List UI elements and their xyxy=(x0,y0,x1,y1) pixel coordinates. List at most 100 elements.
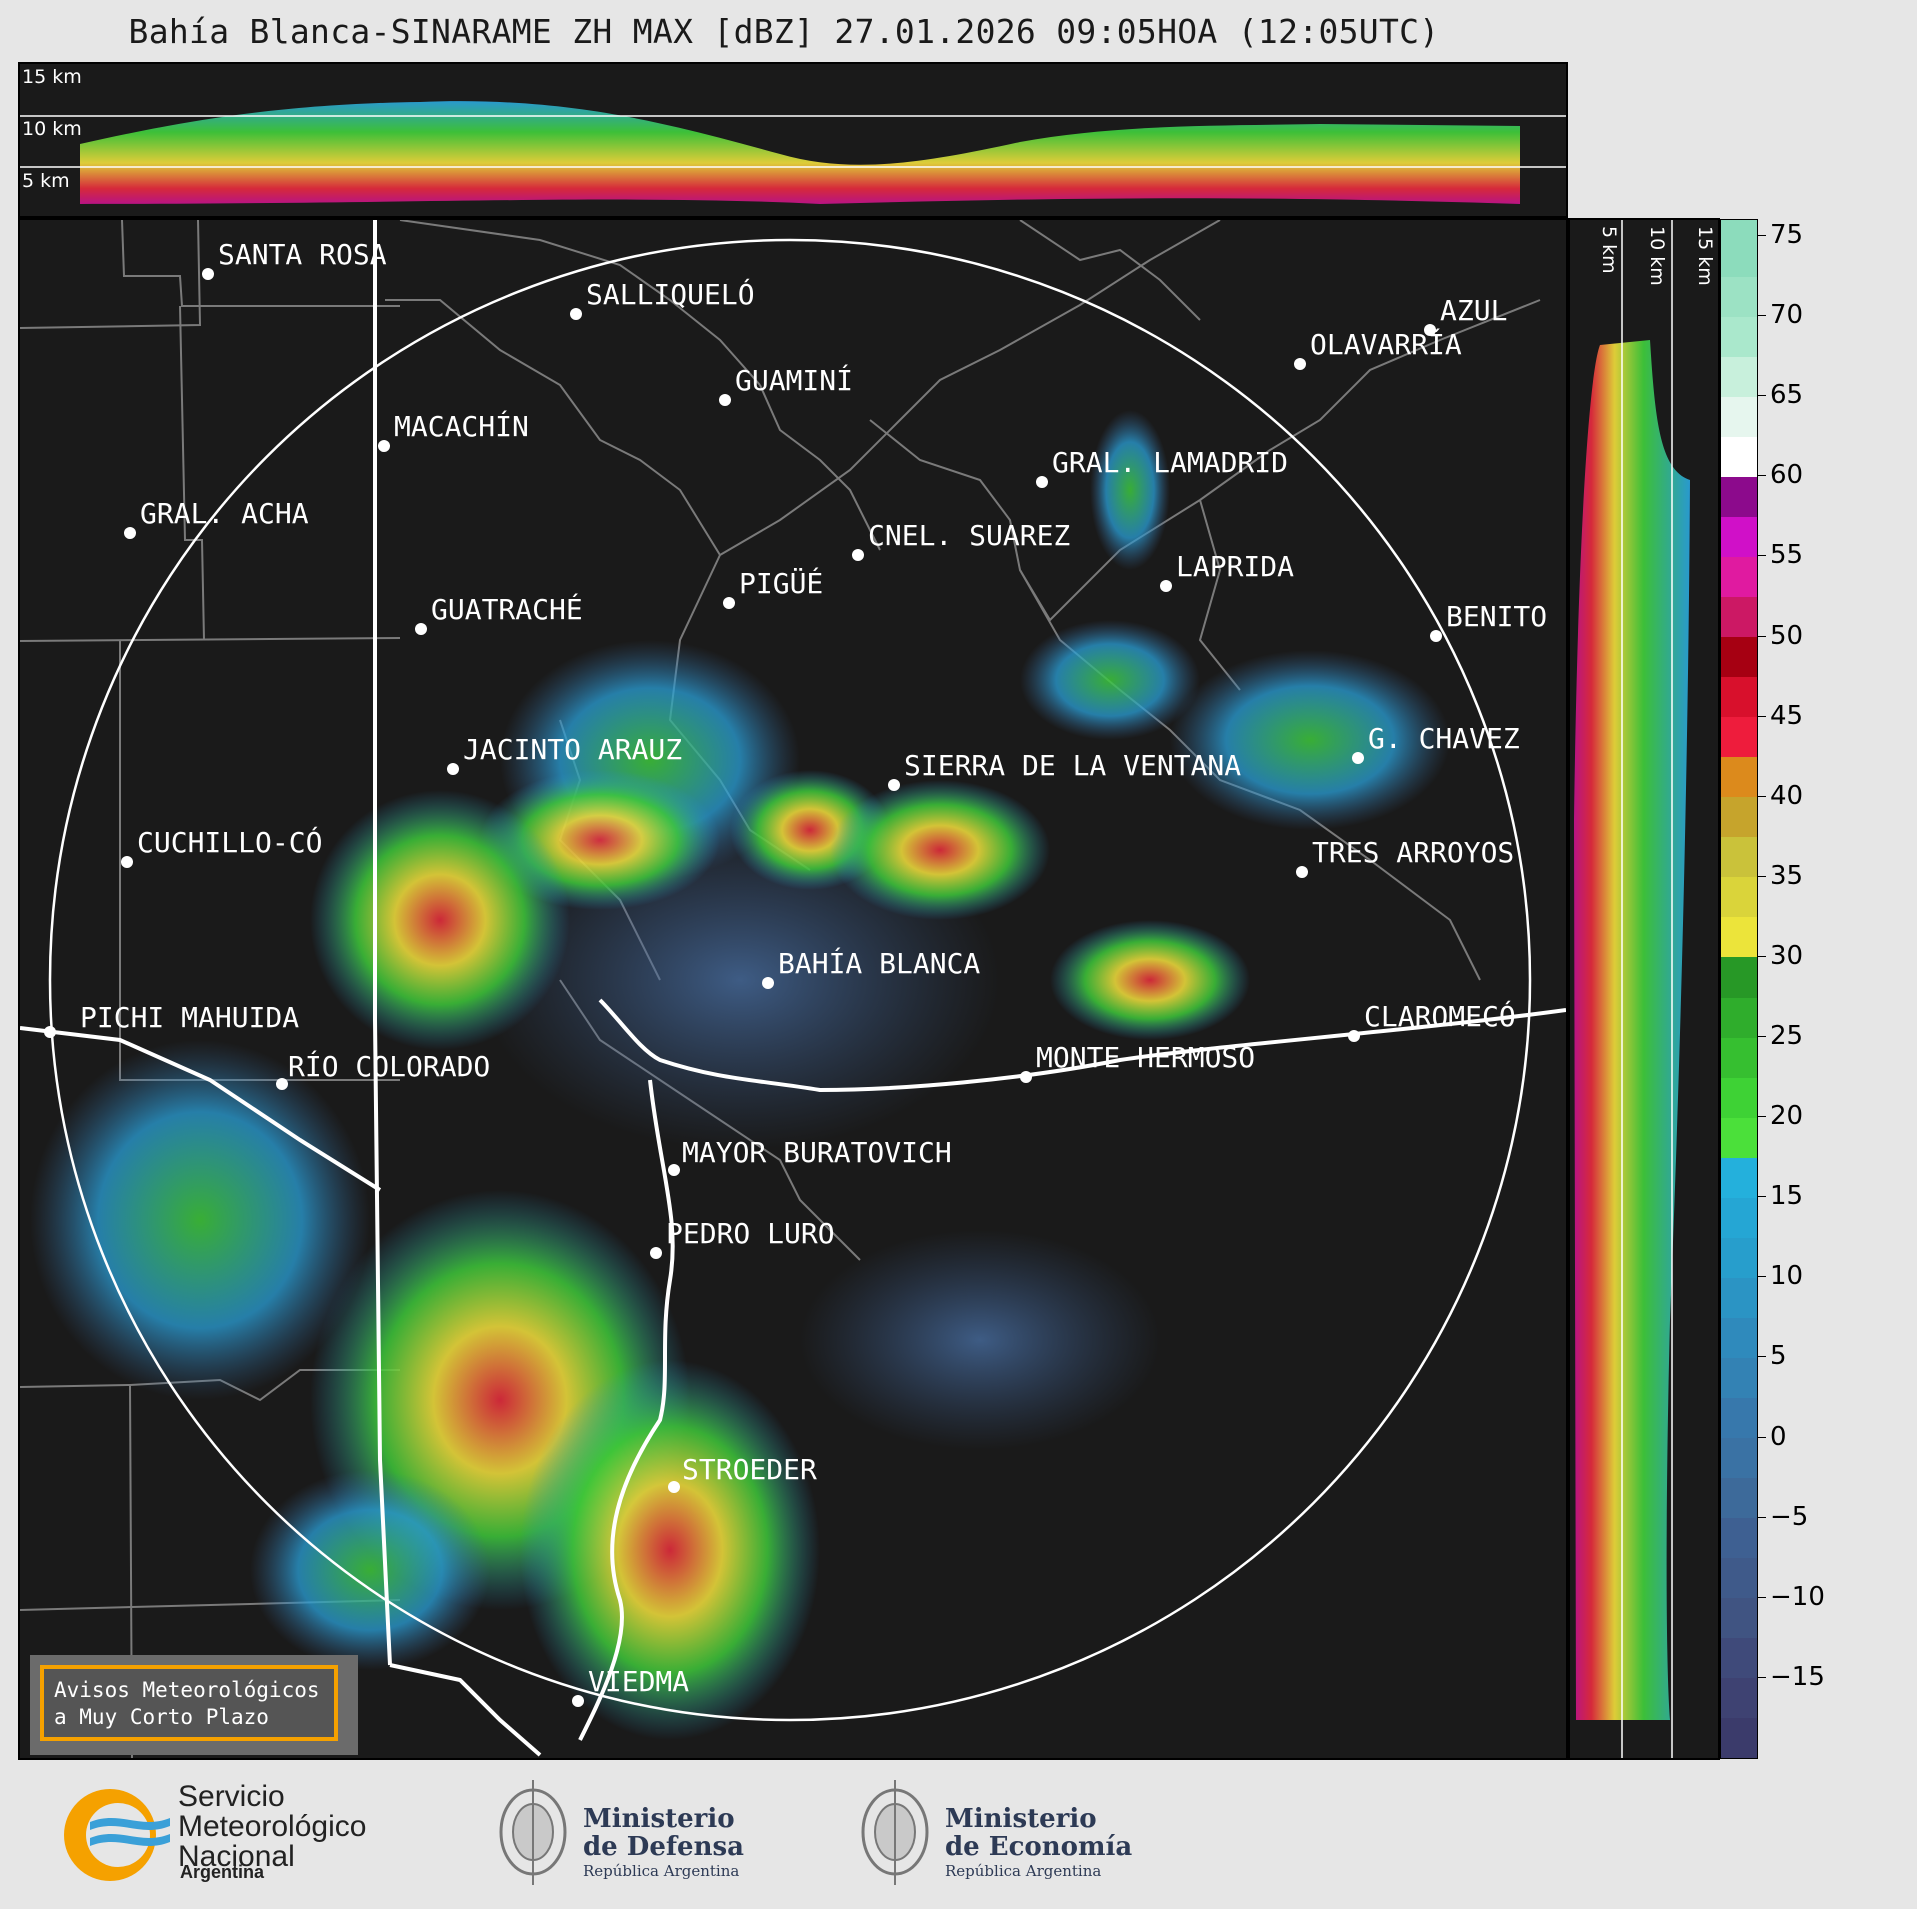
city-marker-bah-a-blanca[interactable] xyxy=(762,977,774,989)
altitude-label-5km: 5 km xyxy=(22,170,70,192)
city-label-sierra-de-la-ventana: SIERRA DE LA VENTANA xyxy=(904,749,1241,782)
radar-echoes xyxy=(30,410,1450,1740)
city-marker-laprida[interactable] xyxy=(1160,580,1172,592)
smn-line-1: Servicio xyxy=(178,1780,285,1813)
smn-logo-icon xyxy=(64,1789,170,1881)
colorbar-tick-label: 65 xyxy=(1770,380,1804,411)
city-marker-pig[interactable] xyxy=(723,597,735,609)
colorbar-tick-label: 25 xyxy=(1770,1021,1804,1052)
colorbar-tick-label: 70 xyxy=(1770,300,1804,331)
city-marker-guatrach[interactable] xyxy=(415,623,427,635)
colorbar-segment xyxy=(1721,636,1757,678)
city-label-gral-lamadrid: GRAL. LAMADRID xyxy=(1052,446,1288,479)
city-label-tres-arroyos: TRES ARROYOS xyxy=(1312,836,1514,869)
colorbar-tick-label: 60 xyxy=(1770,460,1804,491)
city-marker-salliquel[interactable] xyxy=(570,308,582,320)
colorbar-segment xyxy=(1721,1437,1757,1479)
city-marker-tres-arroyos[interactable] xyxy=(1296,866,1308,878)
city-marker-olavarr-a[interactable] xyxy=(1294,358,1306,370)
defensa-line-1: Ministerio xyxy=(583,1804,735,1834)
side-cross-section-panel: 5 km 10 km 15 km xyxy=(1568,218,1720,1760)
city-label-santa-rosa: SANTA ROSA xyxy=(218,238,387,271)
colorbar-segment xyxy=(1721,1597,1757,1639)
city-marker-gral-acha[interactable] xyxy=(124,527,136,539)
top-cross-section-echoes xyxy=(20,101,1566,204)
colorbar-tick-label: −5 xyxy=(1770,1501,1809,1532)
badge-line-1: Avisos Meteorológicos xyxy=(54,1678,320,1702)
colorbar-tick-label: 20 xyxy=(1770,1101,1804,1132)
colorbar-tick xyxy=(1758,1436,1766,1438)
city-marker-monte-hermoso[interactable] xyxy=(1020,1071,1032,1083)
economia-line-1: Ministerio xyxy=(945,1804,1097,1834)
colorbar-segment xyxy=(1721,1197,1757,1238)
colorbar-segment xyxy=(1721,1277,1757,1318)
economia-line-2: de Economía xyxy=(945,1832,1133,1862)
colorbar-tick-label: 50 xyxy=(1770,620,1804,651)
radar-map-panel[interactable]: SANTA ROSA SALLIQUELÓ AZUL OLAVARRÍA GUAMINÍ… xyxy=(18,218,1568,1760)
colorbar-tick xyxy=(1758,955,1766,957)
city-marker-pedro-luro[interactable] xyxy=(650,1247,662,1259)
colorbar-segment xyxy=(1721,476,1757,517)
city-marker-jacinto-arauz[interactable] xyxy=(447,763,459,775)
colorbar-tick xyxy=(1758,1276,1766,1278)
colorbar-tick xyxy=(1758,555,1766,557)
city-marker-santa-rosa[interactable] xyxy=(202,268,214,280)
city-label-azul: AZUL xyxy=(1440,294,1507,327)
city-label-r-o-colorado: RÍO COLORADO xyxy=(288,1049,490,1083)
economia-shield-icon xyxy=(861,1780,929,1885)
side-altitude-label-5km: 5 km xyxy=(1598,226,1620,274)
city-label-macach-n: MACACHÍN xyxy=(394,409,529,443)
range-ring xyxy=(48,238,1532,1722)
city-marker-mayor-buratovich[interactable] xyxy=(668,1164,680,1176)
colorbar-tick xyxy=(1758,475,1766,477)
colorbar-segment xyxy=(1721,556,1757,597)
smn-line-3: Nacional xyxy=(178,1840,295,1873)
colorbar-segment xyxy=(1721,1677,1757,1719)
colorbar-tick-label: 15 xyxy=(1770,1181,1804,1212)
colorbar-tick-label: 55 xyxy=(1770,540,1804,571)
city-marker-g-chavez[interactable] xyxy=(1352,752,1364,764)
colorbar-tick xyxy=(1758,795,1766,797)
side-cross-section-echoes xyxy=(1574,220,1690,1758)
city-label-monte-hermoso: MONTE HERMOSO xyxy=(1036,1041,1255,1074)
city-label-benito: BENITO xyxy=(1446,600,1547,633)
city-marker-cuchillo-c[interactable] xyxy=(121,856,133,868)
city-marker-guamin[interactable] xyxy=(719,394,731,406)
city-marker-azul[interactable] xyxy=(1424,324,1436,336)
chart-title: Bahía Blanca-SINARAME ZH MAX [dBZ] 27.01… xyxy=(128,12,1440,51)
colorbar-tick xyxy=(1758,875,1766,877)
smn-line-2: Meteorológico xyxy=(178,1810,367,1843)
city-marker-r-o-colorado[interactable] xyxy=(276,1078,288,1090)
colorbar-tick-label: 10 xyxy=(1770,1261,1804,1292)
colorbar-segment xyxy=(1721,756,1757,798)
city-marker-sierra-de-la-ventana[interactable] xyxy=(888,779,900,791)
warning-badge[interactable]: Avisos Meteorológicos a Muy Corto Plazo xyxy=(30,1655,358,1755)
city-marker-pichi-mahuida[interactable] xyxy=(44,1026,56,1038)
colorbar-tick-label: 5 xyxy=(1770,1341,1787,1372)
colorbar-segment xyxy=(1721,1397,1757,1439)
colorbar-segment xyxy=(1721,596,1757,638)
colorbar-segment xyxy=(1721,796,1757,838)
colorbar-segment xyxy=(1721,1117,1757,1158)
city-marker-claromec[interactable] xyxy=(1348,1030,1360,1042)
colorbar-tick-label: 0 xyxy=(1770,1421,1787,1452)
colorbar-tick-label: 45 xyxy=(1770,700,1804,731)
city-label-olavarr-a: OLAVARRÍA xyxy=(1310,327,1462,361)
city-marker-gral-lamadrid[interactable] xyxy=(1036,476,1048,488)
city-marker-cnel-suarez[interactable] xyxy=(852,549,864,561)
colorbar-tick xyxy=(1758,1596,1766,1598)
colorbar-segment xyxy=(1721,1557,1757,1599)
city-marker-benito[interactable] xyxy=(1430,630,1442,642)
top-cross-section-panel: 15 km 10 km 5 km xyxy=(18,62,1568,218)
city-marker-macach-n[interactable] xyxy=(378,440,390,452)
colorbar-segment xyxy=(1721,276,1757,317)
colorbar-tick xyxy=(1758,715,1766,717)
city-marker-viedma[interactable] xyxy=(572,1695,584,1707)
colorbar-segment xyxy=(1721,1077,1757,1118)
colorbar-segment xyxy=(1721,1717,1757,1759)
city-marker-stroeder[interactable] xyxy=(668,1481,680,1493)
colorbar-segment xyxy=(1721,876,1757,918)
colorbar-segment xyxy=(1721,916,1757,958)
colorbar-segment xyxy=(1721,1477,1757,1519)
